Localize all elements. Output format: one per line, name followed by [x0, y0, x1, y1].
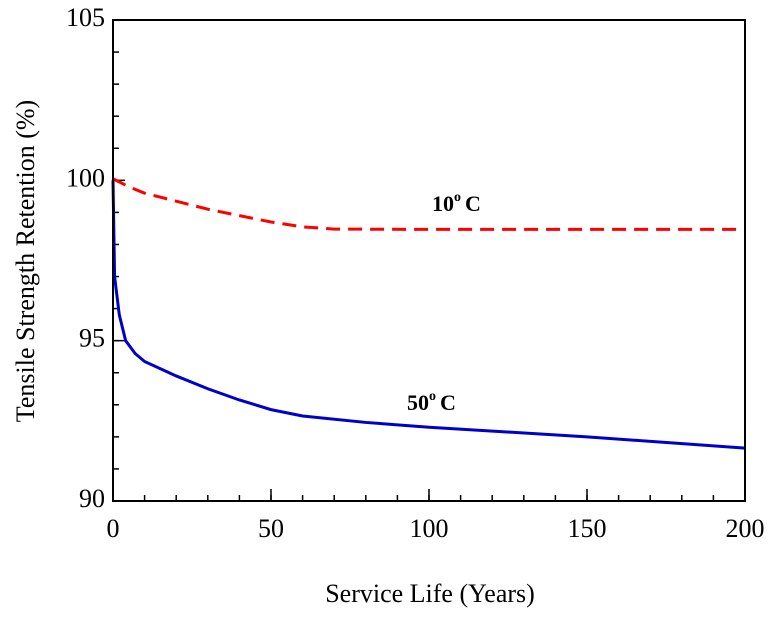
- y-tick-label: 100: [66, 163, 105, 192]
- y-tick-label: 95: [79, 324, 105, 353]
- annotation-number: 50: [407, 390, 429, 415]
- series-line: [112, 177, 745, 231]
- y-tick-label: 90: [79, 484, 105, 513]
- annotation-degree: o: [454, 190, 461, 205]
- y-tick-label: 105: [66, 3, 105, 32]
- y-axis-label: Tensile Strength Retention (%): [11, 100, 40, 422]
- series-line: [111, 180, 746, 450]
- annotation-unit: C: [465, 191, 481, 216]
- x-tick-label: 0: [107, 514, 120, 543]
- annotation-degree: o: [429, 389, 436, 404]
- annotation-unit: C: [440, 390, 456, 415]
- x-tick-label: 100: [410, 514, 449, 543]
- x-tick-label: 150: [568, 514, 607, 543]
- series-annotation: 50o C: [407, 389, 456, 415]
- x-tick-label: 200: [726, 514, 765, 543]
- x-axis-label: Service Life (Years): [325, 579, 535, 608]
- x-tick-label: 50: [258, 514, 284, 543]
- plot-frame: [112, 19, 746, 502]
- annotation-number: 10: [432, 191, 454, 216]
- series-annotation: 10o C: [432, 190, 481, 216]
